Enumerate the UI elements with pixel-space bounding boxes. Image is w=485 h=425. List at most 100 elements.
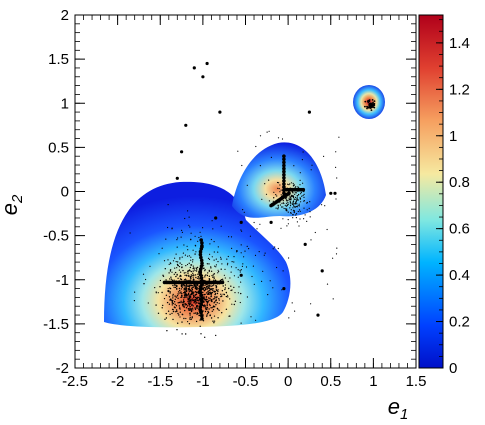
scatter-point [181, 321, 183, 323]
scatter-point [294, 192, 296, 194]
scatter-point [196, 306, 198, 308]
colorbar-tick-label: 0.4 [449, 267, 470, 284]
scatter-point [159, 286, 161, 288]
scatter-point [172, 295, 174, 297]
scatter-point [185, 289, 188, 291]
scatter-point [195, 285, 197, 288]
scatter-point [177, 322, 179, 324]
scatter-point [181, 231, 183, 233]
scatter-point [335, 253, 338, 255]
scatter-point-large [199, 276, 204, 280]
scatter-point [294, 310, 296, 312]
scatter-point [204, 274, 206, 277]
scatter-point [227, 262, 229, 264]
scatter-point [228, 287, 230, 290]
scatter-point [373, 100, 376, 102]
scatter-point [294, 193, 296, 195]
scatter-point [193, 301, 196, 303]
scatter-point [224, 288, 226, 291]
scatter-point [298, 209, 301, 211]
scatter-point [277, 187, 279, 189]
scatter-point [288, 199, 290, 201]
scatter-point-outlier [333, 191, 337, 195]
scatter-point [210, 288, 212, 291]
scatter-point [295, 205, 297, 208]
scatter-point [209, 297, 211, 300]
scatter-point [191, 307, 194, 309]
scatter-point [302, 194, 304, 197]
scatter-point [336, 247, 338, 249]
y-tick-label: -1.5 [43, 316, 69, 333]
scatter-point [274, 246, 276, 248]
scatter-point [292, 201, 295, 203]
scatter-point [179, 276, 181, 278]
scatter-point [193, 295, 195, 298]
scatter-point [275, 207, 277, 209]
scatter-point [209, 278, 211, 280]
scatter-point [155, 292, 157, 294]
scatter-point [194, 270, 196, 272]
scatter-point [211, 275, 213, 277]
scatter-point [168, 272, 170, 274]
scatter-point [240, 322, 242, 324]
scatter-point [236, 250, 238, 252]
scatter-point [194, 294, 196, 296]
scatter-point [178, 305, 180, 307]
scatter-point [142, 273, 145, 275]
scatter-point [282, 202, 284, 204]
scatter-point [298, 194, 300, 196]
scatter-point [177, 293, 179, 295]
scatter-point [180, 296, 182, 299]
scatter-point [239, 301, 241, 304]
scatter-point [230, 266, 233, 268]
scatter-point [268, 130, 270, 132]
scatter-point [194, 235, 196, 237]
scatter-point [204, 276, 206, 278]
scatter-point [293, 184, 295, 186]
density-regions [104, 85, 385, 328]
scatter-point [217, 290, 219, 293]
scatter-point [224, 268, 226, 270]
scatter-point [197, 240, 199, 242]
scatter-point [198, 278, 200, 280]
scatter-point [206, 314, 208, 316]
scatter-point [204, 293, 206, 296]
scatter-point [207, 302, 209, 304]
scatter-point-large [282, 163, 286, 168]
scatter-point [224, 284, 226, 286]
scatter-point [234, 300, 237, 302]
scatter-point [185, 293, 187, 296]
scatter-point [189, 314, 191, 316]
scatter-point [192, 298, 194, 300]
scatter-point [169, 287, 171, 289]
scatter-point-large [199, 258, 204, 263]
scatter-point [191, 291, 193, 293]
scatter-point [221, 290, 224, 292]
scatter-point [202, 285, 204, 287]
scatter-point [214, 296, 216, 298]
scatter-point [174, 295, 176, 297]
scatter-point [188, 275, 190, 277]
scatter-point [288, 195, 290, 197]
density-region-main [104, 181, 291, 328]
scatter-point [321, 204, 323, 206]
scatter-point-large [287, 191, 291, 196]
scatter-point [277, 137, 280, 139]
scatter-point [303, 193, 305, 195]
scatter-point [189, 308, 191, 310]
scatter-point [182, 299, 185, 301]
scatter-point [174, 303, 176, 305]
scatter-point [234, 292, 236, 294]
scatter-point [211, 285, 214, 287]
scatter-point [202, 227, 204, 229]
scatter-point [168, 303, 171, 305]
scatter-point [176, 288, 178, 290]
scatter-point [188, 255, 190, 257]
scatter-point [184, 294, 186, 297]
scatter-point [185, 304, 187, 306]
scatter-point-outlier [320, 269, 324, 273]
scatter-point [190, 264, 193, 266]
scatter-point [162, 275, 165, 277]
scatter-point [306, 220, 308, 222]
scatter-point [279, 204, 281, 206]
